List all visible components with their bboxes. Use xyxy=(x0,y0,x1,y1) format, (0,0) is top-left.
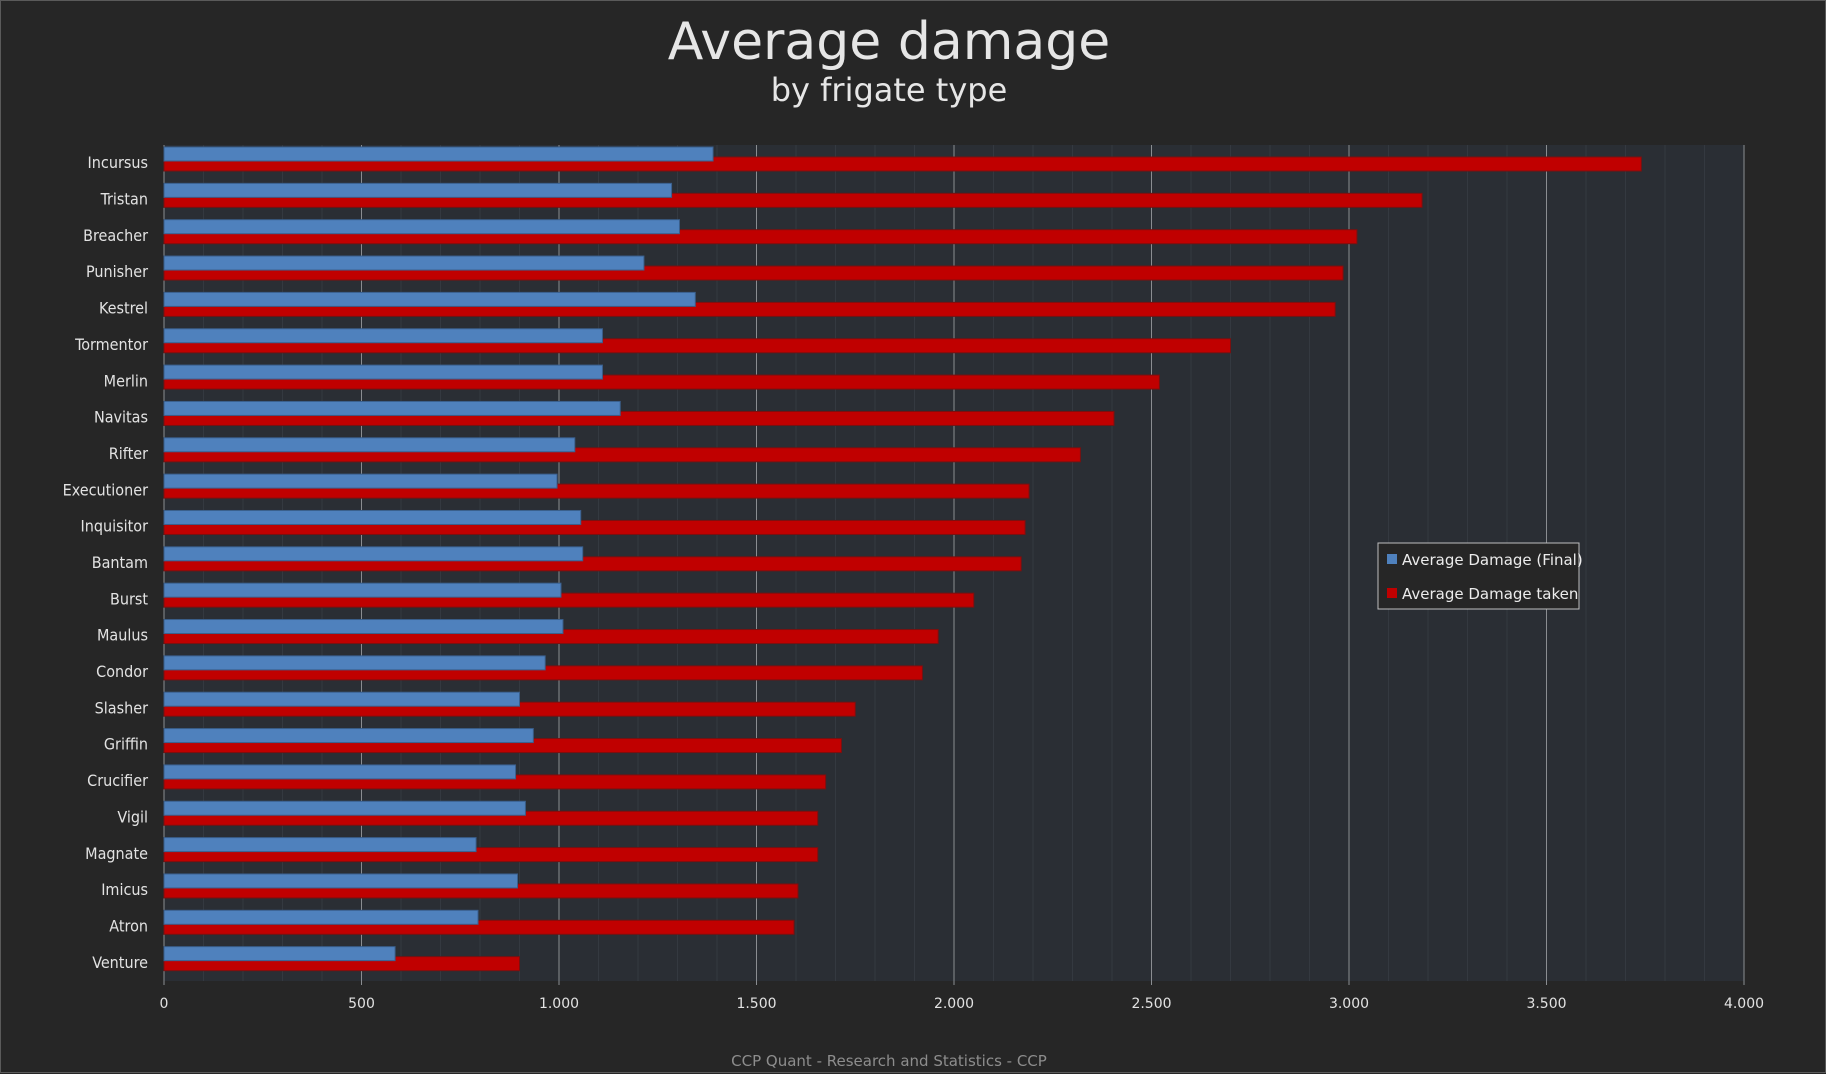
category-label: Slasher xyxy=(95,698,148,717)
bar-damage-final xyxy=(163,400,621,416)
x-tick-label: 4.000 xyxy=(1724,996,1764,1012)
x-tick-label: 2.000 xyxy=(934,996,974,1012)
legend-label-final: Average Damage (Final) xyxy=(1402,551,1583,569)
category-label: Magnate xyxy=(85,844,148,863)
x-tick-label: 3.000 xyxy=(1329,996,1369,1012)
category-label: Crucifier xyxy=(87,771,148,790)
legend-label-taken: Average Damage taken xyxy=(1402,585,1578,603)
legend-swatch-taken xyxy=(1387,588,1397,598)
category-label: Rifter xyxy=(109,444,148,463)
chart-footer: CCP Quant - Research and Statistics - CC… xyxy=(731,1052,1047,1070)
bar-damage-final xyxy=(163,546,584,562)
bar-damage-final xyxy=(163,328,603,344)
x-tick-label: 3.500 xyxy=(1526,996,1566,1012)
bar-damage-final xyxy=(163,837,477,853)
chart-title: Average damage xyxy=(668,12,1110,72)
bar-damage-final xyxy=(163,582,562,598)
bar-damage-final xyxy=(163,364,603,380)
category-label: Inquisitor xyxy=(81,517,149,536)
x-tick-label: 2.500 xyxy=(1131,996,1171,1012)
bar-damage-final xyxy=(163,146,714,162)
bar-damage-final xyxy=(163,182,673,198)
x-axis-ticks: 0 500 1.000 1.500 2.000 2.500 3.000 3.500 4.000 xyxy=(160,981,1764,1012)
bar-damage-final xyxy=(163,691,520,707)
bar-damage-final xyxy=(163,619,564,635)
bar-damage-final xyxy=(163,946,396,962)
bar-damage-final xyxy=(163,219,680,235)
legend-swatch-final xyxy=(1387,554,1397,564)
bars xyxy=(163,146,1642,972)
category-label: Incursus xyxy=(88,153,148,172)
bar-damage-final xyxy=(163,764,517,780)
category-label: Venture xyxy=(92,953,148,972)
bar-damage-final xyxy=(163,291,696,307)
category-label: Maulus xyxy=(97,626,148,645)
category-label: Punisher xyxy=(86,262,148,281)
category-label: Tristan xyxy=(100,190,148,209)
category-label: Tormentor xyxy=(74,335,148,354)
bar-damage-final xyxy=(163,800,526,816)
category-label: Navitas xyxy=(94,408,148,427)
bar-damage-final xyxy=(163,909,479,925)
bar-damage-final xyxy=(163,473,558,489)
category-label: Executioner xyxy=(63,480,148,499)
x-tick-label: 500 xyxy=(348,996,375,1012)
category-label: Griffin xyxy=(104,735,148,754)
category-label: Breacher xyxy=(83,226,148,245)
bar-damage-final xyxy=(163,873,519,889)
category-label: Merlin xyxy=(104,371,148,390)
x-tick-label: 0 xyxy=(160,996,169,1012)
legend: Average Damage (Final) Average Damage ta… xyxy=(1377,542,1583,610)
x-tick-label: 1.500 xyxy=(736,996,776,1012)
category-label: Burst xyxy=(110,589,148,608)
category-label: Condor xyxy=(96,662,148,681)
x-tick-label: 1.000 xyxy=(539,996,579,1012)
legend-box xyxy=(1377,542,1580,610)
chart-subtitle: by frigate type xyxy=(771,71,1008,109)
category-label: Kestrel xyxy=(99,299,148,318)
category-label: Imicus xyxy=(101,880,148,899)
bar-damage-final xyxy=(163,655,546,671)
category-labels: Incursus Tristan Breacher Punisher Kestrel To… xyxy=(63,153,149,972)
bar-damage-final xyxy=(163,255,645,271)
category-label: Vigil xyxy=(117,807,148,826)
bar-damage-final xyxy=(163,728,534,744)
bar-damage-final xyxy=(163,437,576,453)
category-label: Atron xyxy=(109,916,148,935)
category-label: Bantam xyxy=(92,553,148,572)
bar-damage-final xyxy=(163,509,582,525)
